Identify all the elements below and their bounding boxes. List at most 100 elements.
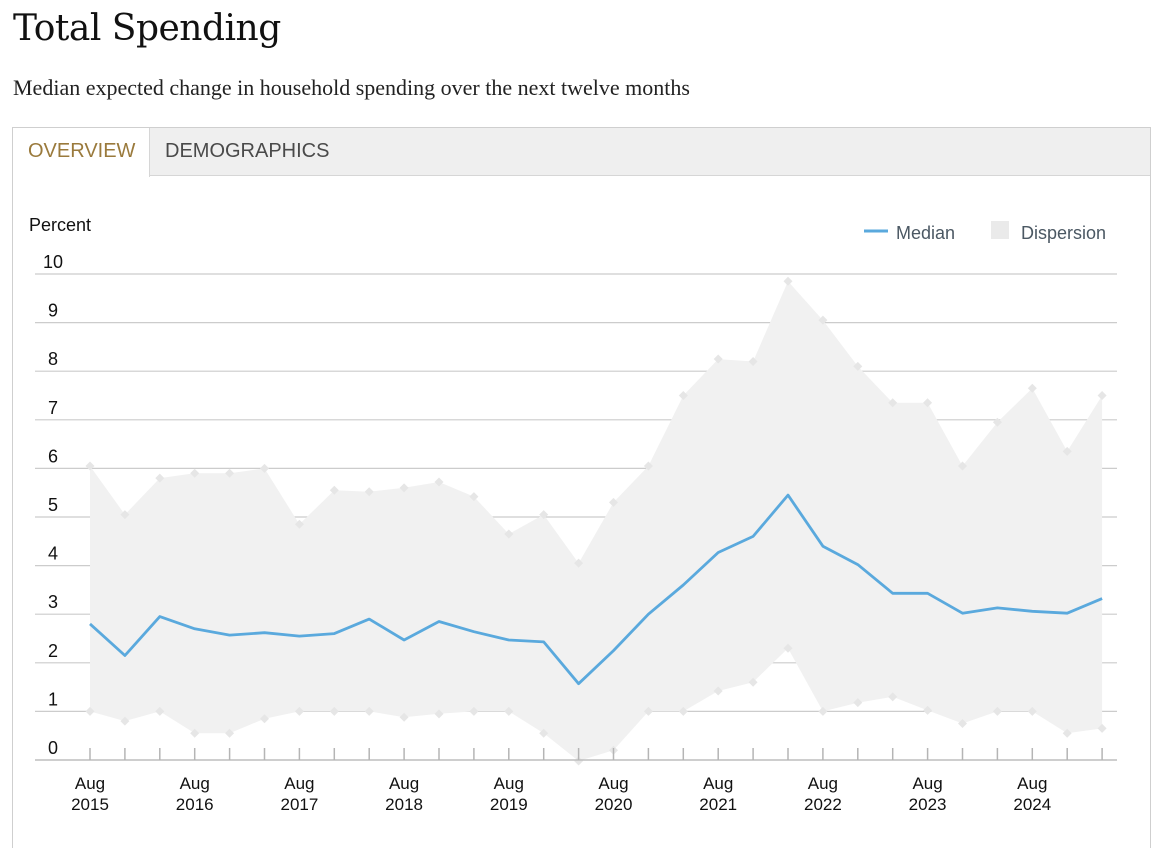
dispersion-upper-point	[155, 473, 165, 483]
x-tick-label-month: Aug	[180, 774, 210, 793]
x-tick-labels: Aug 2015 Aug 2016 Aug 2017 Aug 2018 Aug 2019 Aug 20…	[71, 774, 1051, 814]
dispersion-upper-point	[888, 398, 898, 408]
page-title: Total Spending	[13, 8, 281, 49]
dispersion-lower-point	[888, 692, 898, 702]
legend-median-label[interactable]: Median	[896, 223, 955, 243]
tab-demographics[interactable]: DEMOGRAPHICS	[165, 140, 330, 162]
dispersion-upper-point	[1027, 383, 1037, 393]
dispersion-lower-point	[992, 706, 1002, 716]
y-axis-label: Percent	[29, 215, 91, 235]
dispersion-upper-point	[85, 461, 95, 471]
x-tick-label-month: Aug	[808, 774, 838, 793]
y-tick-label: 3	[48, 592, 58, 612]
dispersion-lower-point	[504, 706, 514, 716]
y-tick-label: 0	[48, 738, 58, 758]
dispersion-lower-point	[748, 677, 758, 687]
tab-bar: OVERVIEW DEMOGRAPHICS	[13, 128, 1150, 177]
x-tick-label-month: Aug	[284, 774, 314, 793]
x-tick-label-year: 2020	[595, 795, 633, 814]
dispersion-lower-point	[539, 728, 549, 738]
dispersion-lower-point	[783, 643, 793, 653]
dispersion-upper-point	[260, 463, 269, 473]
legend: Median Dispersion	[864, 221, 1106, 243]
dispersion-upper-point	[399, 483, 409, 493]
dispersion-lower-point	[120, 716, 130, 726]
dispersion-upper-point	[958, 461, 967, 471]
x-tick-label-year: 2022	[804, 795, 842, 814]
dispersion-upper-point	[329, 485, 339, 495]
dispersion-upper-point	[539, 510, 549, 520]
dispersion-upper-point	[853, 361, 863, 371]
x-tick-label-year: 2023	[909, 795, 947, 814]
dispersion-upper-point	[469, 492, 479, 502]
x-tick-label-year: 2017	[280, 795, 318, 814]
dispersion-lower-point	[853, 698, 863, 708]
dispersion-markers	[85, 276, 1107, 766]
dispersion-upper-point	[678, 391, 688, 400]
dispersion-lower-point	[1027, 706, 1037, 716]
dispersion-lower-point	[574, 756, 584, 766]
dispersion-lower-point	[155, 706, 165, 716]
x-tick-label-month: Aug	[703, 774, 733, 793]
dispersion-upper-point	[923, 398, 933, 408]
page-subtitle: Median expected change in household spen…	[13, 75, 690, 100]
dispersion-lower-point	[469, 706, 479, 716]
dispersion-lower-point	[923, 705, 933, 715]
median-line[interactable]	[89, 493, 1103, 686]
x-tick-label-month: Aug	[494, 774, 524, 793]
dispersion-lower-point	[364, 706, 374, 716]
x-tick-label-month: Aug	[75, 774, 105, 793]
dispersion-lower-point	[294, 706, 304, 716]
y-tick-label: 2	[48, 641, 58, 661]
legend-dispersion-label[interactable]: Dispersion	[1021, 223, 1106, 243]
y-tick-label: 8	[48, 349, 58, 369]
x-tick-label-month: Aug	[1017, 774, 1047, 793]
dispersion-lower-point	[818, 706, 828, 716]
dispersion-lower-point	[399, 712, 409, 722]
dispersion-upper-point	[294, 519, 304, 529]
dispersion-upper-point	[504, 529, 514, 539]
dispersion-lower-point	[260, 714, 269, 724]
dispersion-lower-point	[643, 706, 653, 716]
dispersion-lower-point	[678, 706, 688, 716]
dispersion-lower-point	[713, 686, 723, 696]
dispersion-lower-point	[958, 719, 967, 729]
dispersion-upper-point	[748, 356, 758, 366]
dispersion-lower-point	[329, 706, 339, 716]
dispersion-upper-point	[1062, 446, 1072, 456]
dispersion-upper-point	[434, 477, 444, 487]
x-tick-label-month: Aug	[912, 774, 942, 793]
x-tick-label-month: Aug	[389, 774, 419, 793]
y-tick-label: 4	[48, 544, 58, 564]
y-tick-label: 5	[48, 495, 58, 515]
y-tick-label: 6	[48, 446, 58, 466]
dispersion-upper-point	[643, 461, 653, 471]
dispersion-upper-point	[818, 315, 828, 325]
dispersion-upper-point	[364, 487, 374, 497]
dispersion-upper-point	[190, 468, 200, 478]
dispersion-upper-point	[783, 276, 793, 286]
dispersion-upper-point	[1097, 391, 1107, 400]
dispersion-upper-point	[713, 354, 723, 364]
y-tick-label: 1	[48, 689, 58, 709]
dispersion-lower-point	[85, 706, 95, 716]
x-tick-label-month: Aug	[598, 774, 628, 793]
dispersion-lower-point	[225, 728, 235, 738]
x-tick-label-year: 2024	[1013, 795, 1051, 814]
y-tick-label: 9	[48, 301, 58, 321]
dispersion-lower-point	[434, 709, 444, 719]
dispersion-upper-point	[120, 510, 130, 520]
tab-overview[interactable]: OVERVIEW	[13, 128, 150, 177]
x-tick-label-year: 2021	[699, 795, 737, 814]
dispersion-area	[90, 281, 1103, 761]
dispersion-upper-point	[225, 468, 235, 478]
y-tick-labels: 0 1 2 3 4 5 6 7 8 9 10	[43, 252, 63, 758]
dispersion-lower-point	[1062, 728, 1072, 738]
dispersion-lower-point	[190, 728, 200, 738]
x-tick-label-year: 2015	[71, 795, 109, 814]
y-tick-label: 7	[48, 398, 58, 418]
x-tick-label-year: 2018	[385, 795, 423, 814]
dispersion-upper-point	[574, 558, 584, 568]
x-tick-label-year: 2016	[176, 795, 214, 814]
